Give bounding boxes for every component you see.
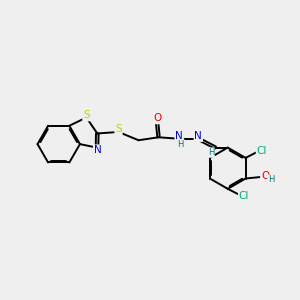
Text: N: N [175,131,183,141]
Text: H: H [268,175,274,184]
Text: N: N [94,145,101,155]
Text: O: O [261,171,269,181]
Text: H: H [208,148,214,157]
Text: O: O [153,113,161,123]
Text: H: H [177,140,184,148]
Text: S: S [115,124,122,134]
Text: N: N [194,131,202,141]
Text: S: S [83,110,90,120]
Text: Cl: Cl [239,191,249,201]
Text: Cl: Cl [256,146,267,156]
